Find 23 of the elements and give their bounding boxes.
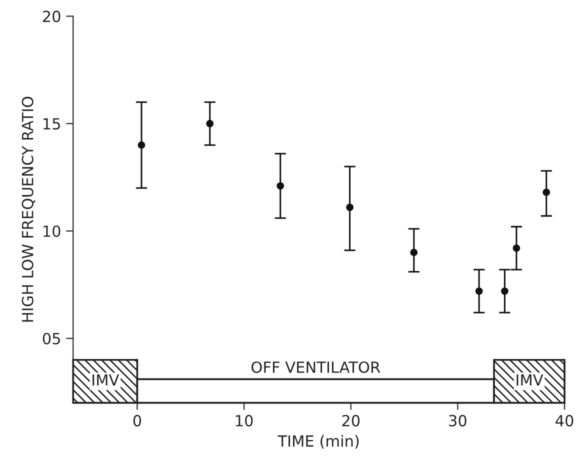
y-tick-label: 05 [42, 332, 60, 344]
point [138, 141, 146, 149]
point [410, 248, 418, 256]
point [276, 182, 284, 190]
point [512, 244, 520, 252]
x-tick-label: 40 [556, 414, 574, 426]
point [206, 120, 214, 128]
x-tick-label: 20 [342, 414, 360, 426]
point [475, 287, 483, 295]
x-tick-label: 0 [133, 414, 142, 426]
x-axis-title: TIME (min) [278, 434, 359, 449]
x-tick-label: 10 [236, 414, 253, 426]
band-label: IMV [516, 374, 544, 386]
point [542, 188, 550, 196]
y-tick-label: 15 [44, 118, 60, 130]
point [501, 287, 508, 295]
y-tick-label: 10 [44, 225, 60, 238]
y-axis-title: HIGH LOW FREQUENCY RATIO [22, 96, 36, 322]
band-label: OFF VENTILATOR [252, 361, 380, 373]
y-tick-label: 20 [43, 10, 60, 22]
point [346, 204, 354, 212]
x-tick-label: 30 [449, 414, 466, 426]
band-label: IMV [92, 374, 120, 386]
